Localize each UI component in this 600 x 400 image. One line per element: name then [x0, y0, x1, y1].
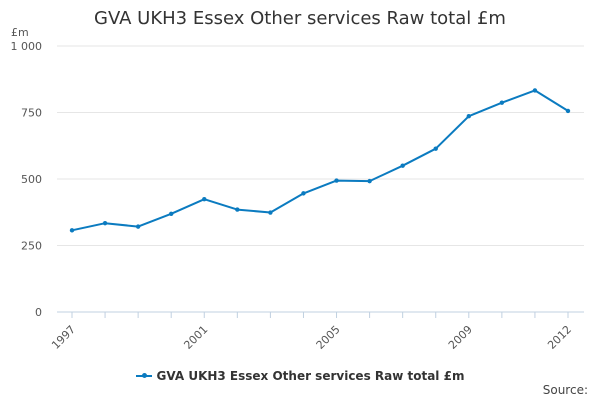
y-tick-label: 250 [21, 240, 42, 253]
data-point [565, 108, 571, 114]
data-point [499, 100, 505, 105]
data-point [367, 178, 372, 184]
legend-label: GVA UKH3 Essex Other services Raw total … [156, 369, 465, 383]
data-point [433, 146, 438, 151]
data-point [400, 163, 405, 168]
x-tick-label: 2009 [446, 323, 475, 352]
y-tick-label: 500 [21, 173, 42, 186]
chart-title: GVA UKH3 Essex Other services Raw total … [94, 8, 506, 29]
series-layer [69, 88, 571, 233]
y-tick-label: 0 [35, 306, 42, 319]
legend-item[interactable]: GVA UKH3 Essex Other services Raw total … [135, 369, 465, 383]
data-point [102, 220, 108, 226]
x-tick-label: 2012 [545, 323, 574, 352]
data-point [69, 228, 75, 233]
x-tick-label: 2005 [314, 323, 343, 352]
series-line [71, 89, 569, 232]
y-tick-label: 750 [21, 107, 42, 120]
source-label: Source: [542, 383, 588, 397]
data-point [532, 88, 538, 93]
data-point [334, 178, 339, 183]
data-point [466, 114, 471, 119]
x-tick-label: 1997 [49, 323, 78, 352]
gridlines [57, 45, 584, 246]
axes: 0 250 500 750 1 000 1997 2001 2005 2009 2012 [11, 40, 584, 352]
data-point [169, 211, 174, 217]
data-point [268, 210, 273, 215]
data-point [202, 197, 207, 202]
x-tick-label: 2001 [181, 323, 210, 352]
data-point [235, 207, 240, 212]
legend: GVA UKH3 Essex Other services Raw total … [0, 366, 600, 383]
data-point [135, 224, 141, 229]
y-tick-label: 1 000 [11, 40, 43, 53]
y-axis-unit-label: £m [11, 26, 29, 39]
data-point [301, 191, 306, 196]
legend-line-marker-icon [135, 373, 152, 378]
